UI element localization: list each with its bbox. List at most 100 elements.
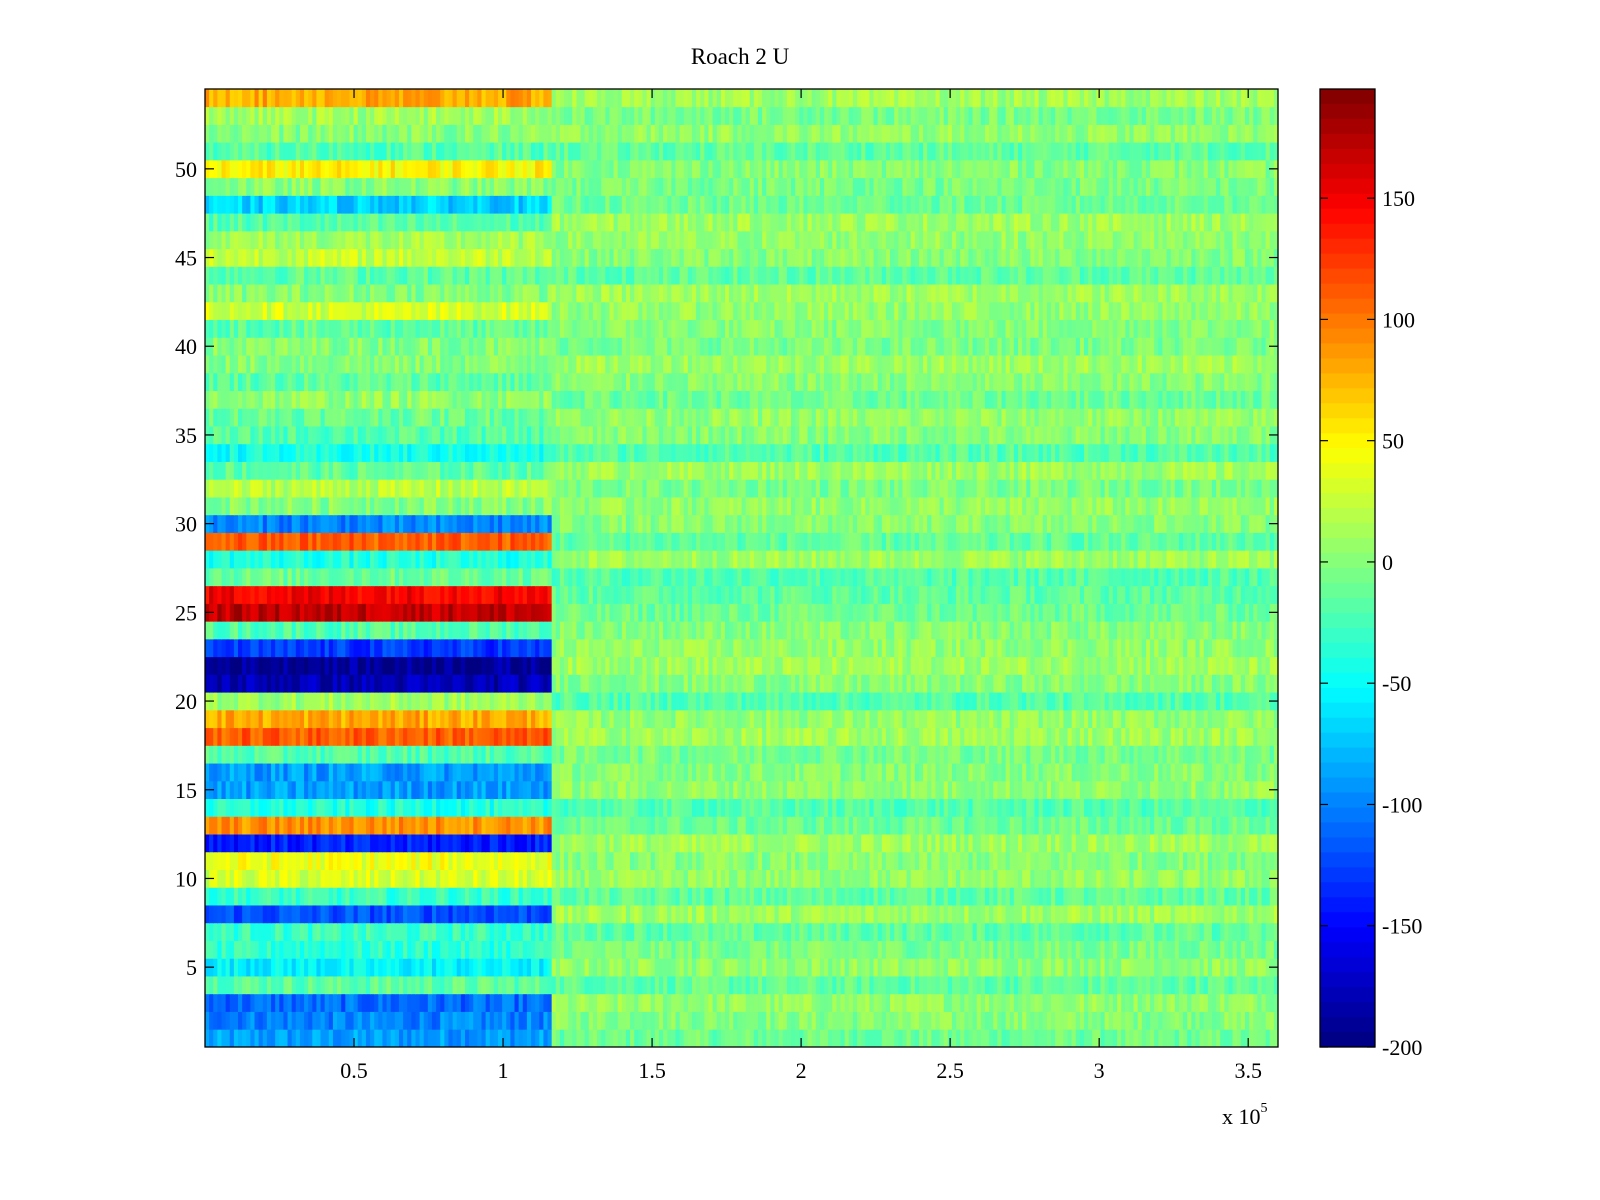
- heatmap-cell: [1088, 958, 1093, 977]
- heatmap-cell: [1026, 993, 1031, 1012]
- heatmap-cell: [568, 976, 573, 995]
- heatmap-cell: [1059, 780, 1064, 800]
- heatmap-cell: [890, 1011, 895, 1030]
- heatmap-cell: [502, 709, 507, 729]
- heatmap-cell: [613, 869, 619, 888]
- heatmap-cell: [1199, 816, 1205, 835]
- heatmap-cell: [691, 709, 697, 729]
- heatmap-cell: [836, 709, 842, 729]
- heatmap-cell: [576, 940, 582, 959]
- heatmap-cell: [217, 940, 223, 959]
- heatmap-cell: [844, 834, 850, 853]
- heatmap-cell: [217, 798, 223, 817]
- heatmap-cell: [477, 869, 483, 888]
- heatmap-cell: [663, 887, 668, 906]
- heatmap-cell: [328, 976, 334, 995]
- heatmap-cell: [1269, 1011, 1275, 1030]
- heatmap-cell: [993, 709, 998, 729]
- heatmap-cell: [956, 834, 961, 853]
- heatmap-cell: [597, 709, 602, 729]
- heatmap-cell: [1063, 1029, 1069, 1048]
- heatmap-cell: [262, 834, 268, 853]
- heatmap-cell: [1257, 851, 1263, 870]
- heatmap-cell: [572, 798, 578, 817]
- heatmap-cell: [671, 851, 677, 870]
- heatmap-cell: [551, 851, 557, 870]
- heatmap-cell: [1166, 958, 1172, 977]
- heatmap-cell: [510, 887, 516, 906]
- heatmap-cell: [279, 887, 285, 906]
- heatmap-cell: [729, 763, 734, 782]
- heatmap-cell: [840, 763, 846, 782]
- heatmap-cell: [737, 922, 743, 941]
- heatmap-cell: [250, 709, 256, 729]
- heatmap-cell: [819, 851, 825, 870]
- heatmap-cell: [625, 780, 631, 800]
- heatmap-cell: [939, 780, 945, 800]
- heatmap-cell: [1187, 851, 1192, 870]
- heatmap-cell: [308, 798, 313, 817]
- heatmap-cell: [411, 1029, 417, 1048]
- heatmap-cell: [386, 745, 392, 764]
- heatmap-cell: [539, 940, 545, 959]
- heatmap-cell: [1145, 709, 1151, 729]
- heatmap-cell: [547, 869, 553, 888]
- heatmap-cell: [956, 976, 961, 995]
- heatmap-cell: [469, 709, 474, 729]
- heatmap-cell: [526, 976, 532, 995]
- heatmap-cell: [1257, 887, 1263, 906]
- heatmap-cell: [1022, 834, 1027, 853]
- heatmap-cell: [213, 958, 218, 977]
- heatmap-cell: [638, 816, 644, 835]
- heatmap-cell: [1211, 798, 1217, 817]
- heatmap-cell: [308, 816, 313, 835]
- heatmap-cell: [741, 887, 747, 906]
- heatmap-cell: [221, 940, 227, 959]
- heatmap-cell: [894, 816, 899, 835]
- heatmap-cell: [361, 816, 367, 835]
- heatmap-cell: [1038, 727, 1044, 746]
- heatmap-cell: [229, 1029, 235, 1048]
- heatmap-cell: [1137, 763, 1143, 782]
- heatmap-cell: [547, 993, 553, 1012]
- heatmap-cell: [881, 887, 887, 906]
- heatmap-cell: [337, 1011, 342, 1030]
- heatmap-cell: [935, 1029, 941, 1048]
- heatmap-cell: [980, 958, 986, 977]
- heatmap-cell: [630, 869, 635, 888]
- heatmap-cell: [1038, 834, 1044, 853]
- heatmap-cell: [605, 834, 611, 853]
- heatmap-cell: [324, 976, 330, 995]
- heatmap-cell: [902, 851, 908, 870]
- heatmap-cell: [869, 798, 875, 817]
- heatmap-cell: [308, 851, 313, 870]
- heatmap-cell: [526, 834, 532, 853]
- heatmap-cell: [815, 834, 821, 853]
- heatmap-cell: [658, 940, 664, 959]
- heatmap-cell: [444, 976, 450, 995]
- heatmap-cell: [634, 993, 639, 1012]
- heatmap-cell: [493, 798, 499, 817]
- heatmap-cell: [597, 958, 602, 977]
- heatmap-cell: [625, 993, 631, 1012]
- heatmap-cell: [1265, 905, 1271, 924]
- heatmap-cell: [1211, 869, 1217, 888]
- heatmap-cell: [209, 1011, 214, 1030]
- heatmap-cell: [543, 976, 549, 995]
- heatmap-cell: [370, 976, 375, 995]
- heatmap-cell: [1203, 976, 1209, 995]
- heatmap-cell: [526, 798, 532, 817]
- heatmap-cell: [1154, 940, 1159, 959]
- heatmap-cell: [485, 869, 491, 888]
- heatmap-cell: [1170, 816, 1176, 835]
- heatmap-cell: [1071, 780, 1077, 800]
- heatmap-cell: [716, 1029, 722, 1048]
- heatmap-cell: [1261, 940, 1267, 959]
- heatmap-cell: [1269, 763, 1275, 782]
- heatmap-cell: [1034, 851, 1040, 870]
- heatmap-cell: [291, 816, 297, 835]
- heatmap-cell: [621, 834, 627, 853]
- heatmap-cell: [630, 709, 635, 729]
- heatmap-cell: [984, 887, 990, 906]
- heatmap-cell: [526, 922, 532, 941]
